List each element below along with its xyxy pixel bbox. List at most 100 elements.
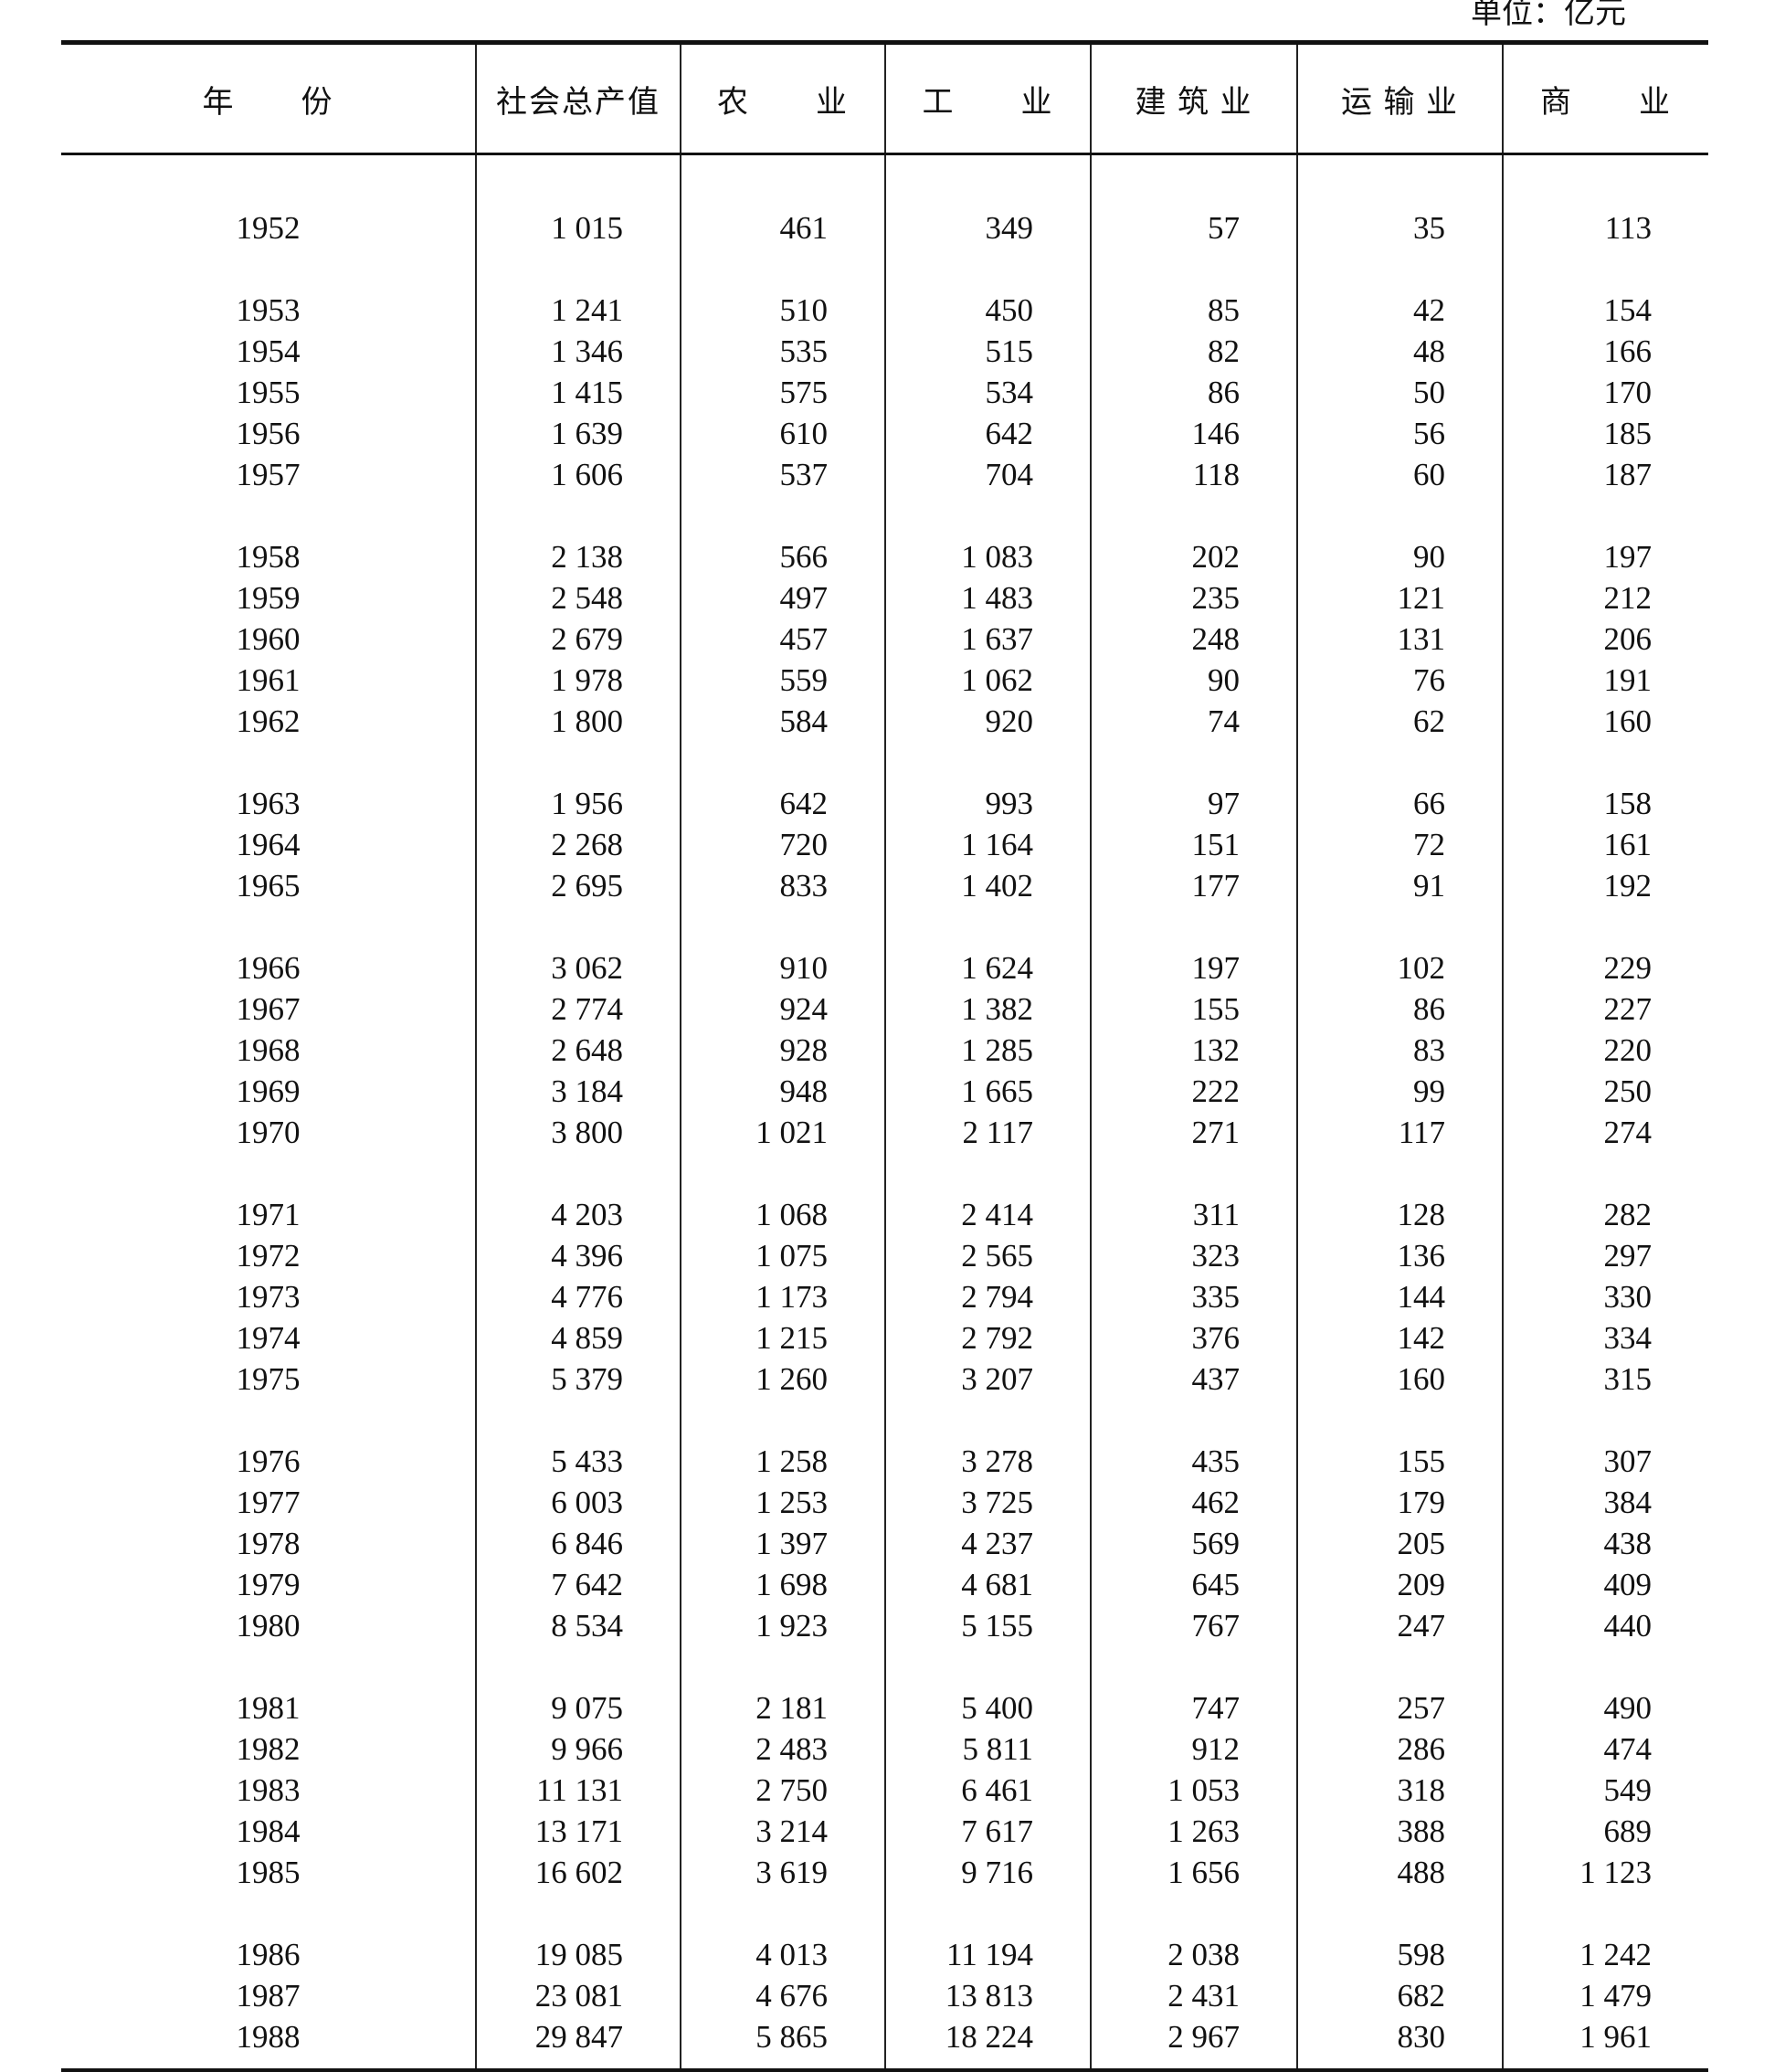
cell-commerce: 315 (1502, 1358, 1708, 1400)
cell-year: 1976 (236, 1443, 301, 1479)
cell-transport: 830 (1296, 2016, 1503, 2070)
cell-total-output: 2 648 (475, 1030, 681, 1071)
cell-year: 1971 (236, 1197, 301, 1232)
cell-year: 1953 (236, 292, 301, 328)
cell-industry: 2 565 (884, 1235, 1091, 1276)
cell-construction: 767 (1090, 1605, 1297, 1646)
cell-transport: 155 (1296, 1441, 1503, 1482)
cell-construction: 462 (1090, 1482, 1297, 1523)
cell-construction: 645 (1090, 1564, 1297, 1605)
cell-commerce: 220 (1502, 1030, 1708, 1071)
table-row: 1973 4 776 1 173 2 794 335 144 330 (61, 1276, 1708, 1317)
cell-total-output: 1 956 (475, 783, 681, 824)
cell-commerce: 440 (1502, 1605, 1708, 1646)
cell-commerce: 334 (1502, 1317, 1708, 1358)
cell-construction: 197 (1090, 947, 1297, 988)
cell-agriculture: 1 068 (680, 1194, 885, 1235)
table-row: 1971 4 203 1 068 2 414 311 128 282 (61, 1194, 1708, 1235)
cell-year: 1977 (236, 1485, 301, 1520)
cell-construction: 57 (1090, 153, 1297, 248)
table-row: 1963 1 956 642 993 97 66 158 (61, 783, 1708, 824)
cell-year: 1967 (236, 991, 301, 1027)
table-row: 1964 2 268 720 1 164 151 72 161 (61, 824, 1708, 865)
cell-transport: 247 (1296, 1605, 1503, 1646)
cell-construction: 1 263 (1090, 1811, 1297, 1852)
cell-total-output: 5 433 (475, 1441, 681, 1482)
cell-agriculture: 2 181 (680, 1687, 885, 1728)
cell-agriculture: 642 (680, 783, 885, 824)
table-row: 1970 3 800 1 021 2 117 271 117 274 (61, 1112, 1708, 1153)
cell-commerce: 206 (1502, 618, 1708, 660)
cell-industry: 515 (884, 331, 1091, 372)
cell-construction: 437 (1090, 1358, 1297, 1400)
cell-industry: 993 (884, 783, 1091, 824)
group-spacer (61, 1646, 1708, 1687)
cell-transport: 388 (1296, 1811, 1503, 1852)
cell-industry: 1 624 (884, 947, 1091, 988)
cell-year: 1988 (236, 2019, 301, 2055)
cell-industry: 2 792 (884, 1317, 1091, 1358)
cell-total-output: 4 859 (475, 1317, 681, 1358)
cell-industry: 4 237 (884, 1523, 1091, 1564)
cell-construction: 82 (1090, 331, 1297, 372)
cell-agriculture: 2 750 (680, 1770, 885, 1811)
cell-industry: 1 402 (884, 865, 1091, 906)
cell-total-output: 1 639 (475, 413, 681, 454)
cell-agriculture: 2 483 (680, 1728, 885, 1770)
cell-commerce: 274 (1502, 1112, 1708, 1153)
cell-year: 1955 (236, 375, 301, 410)
cell-construction: 202 (1090, 536, 1297, 577)
table-row: 1976 5 433 1 258 3 278 435 155 307 (61, 1441, 1708, 1482)
table-row: 1982 9 966 2 483 5 811 912 286 474 (61, 1728, 1708, 1770)
cell-industry: 534 (884, 372, 1091, 413)
cell-total-output: 2 548 (475, 577, 681, 618)
cell-year: 1954 (236, 333, 301, 369)
cell-construction: 912 (1090, 1728, 1297, 1770)
table-row: 1968 2 648 928 1 285 132 83 220 (61, 1030, 1708, 1071)
table-body: 1952 1 015 461 349 57 35 113 1953 1 241 510 450 85 4… (61, 153, 1708, 2070)
header-construction: 建 筑 业 (1090, 42, 1297, 154)
cell-agriculture: 559 (680, 660, 885, 701)
cell-agriculture: 537 (680, 454, 885, 495)
cell-agriculture: 457 (680, 618, 885, 660)
table-row: 1969 3 184 948 1 665 222 99 250 (61, 1071, 1708, 1112)
table-row: 1972 4 396 1 075 2 565 323 136 297 (61, 1235, 1708, 1276)
cell-construction: 1 656 (1090, 1852, 1297, 1893)
table-row: 1952 1 015 461 349 57 35 113 (61, 153, 1708, 248)
cell-year: 1983 (236, 1772, 301, 1808)
group-spacer (61, 1153, 1708, 1194)
cell-construction: 97 (1090, 783, 1297, 824)
cell-commerce: 1 123 (1502, 1852, 1708, 1893)
cell-construction: 151 (1090, 824, 1297, 865)
cell-commerce: 549 (1502, 1770, 1708, 1811)
cell-commerce: 689 (1502, 1811, 1708, 1852)
cell-total-output: 2 268 (475, 824, 681, 865)
cell-commerce: 330 (1502, 1276, 1708, 1317)
cell-industry: 13 813 (884, 1975, 1091, 2016)
cell-transport: 682 (1296, 1975, 1503, 2016)
cell-commerce: 166 (1502, 331, 1708, 372)
cell-commerce: 307 (1502, 1441, 1708, 1482)
cell-commerce: 384 (1502, 1482, 1708, 1523)
cell-industry: 5 155 (884, 1605, 1091, 1646)
cell-agriculture: 1 397 (680, 1523, 885, 1564)
cell-agriculture: 566 (680, 536, 885, 577)
table-row: 1985 16 602 3 619 9 716 1 656 488 1 123 (61, 1852, 1708, 1893)
cell-transport: 90 (1296, 536, 1503, 577)
cell-year: 1969 (236, 1073, 301, 1109)
cell-year: 1961 (236, 662, 301, 698)
cell-agriculture: 4 013 (680, 1934, 885, 1975)
cell-agriculture: 1 173 (680, 1276, 885, 1317)
cell-construction: 747 (1090, 1687, 1297, 1728)
cell-transport: 136 (1296, 1235, 1503, 1276)
cell-industry: 1 164 (884, 824, 1091, 865)
table-row: 1961 1 978 559 1 062 90 76 191 (61, 660, 1708, 701)
cell-transport: 205 (1296, 1523, 1503, 1564)
cell-industry: 1 083 (884, 536, 1091, 577)
cell-transport: 102 (1296, 947, 1503, 988)
cell-agriculture: 910 (680, 947, 885, 988)
cell-agriculture: 1 215 (680, 1317, 885, 1358)
unit-label: 单位：亿元 (1471, 0, 1626, 30)
cell-commerce: 282 (1502, 1194, 1708, 1235)
cell-agriculture: 720 (680, 824, 885, 865)
